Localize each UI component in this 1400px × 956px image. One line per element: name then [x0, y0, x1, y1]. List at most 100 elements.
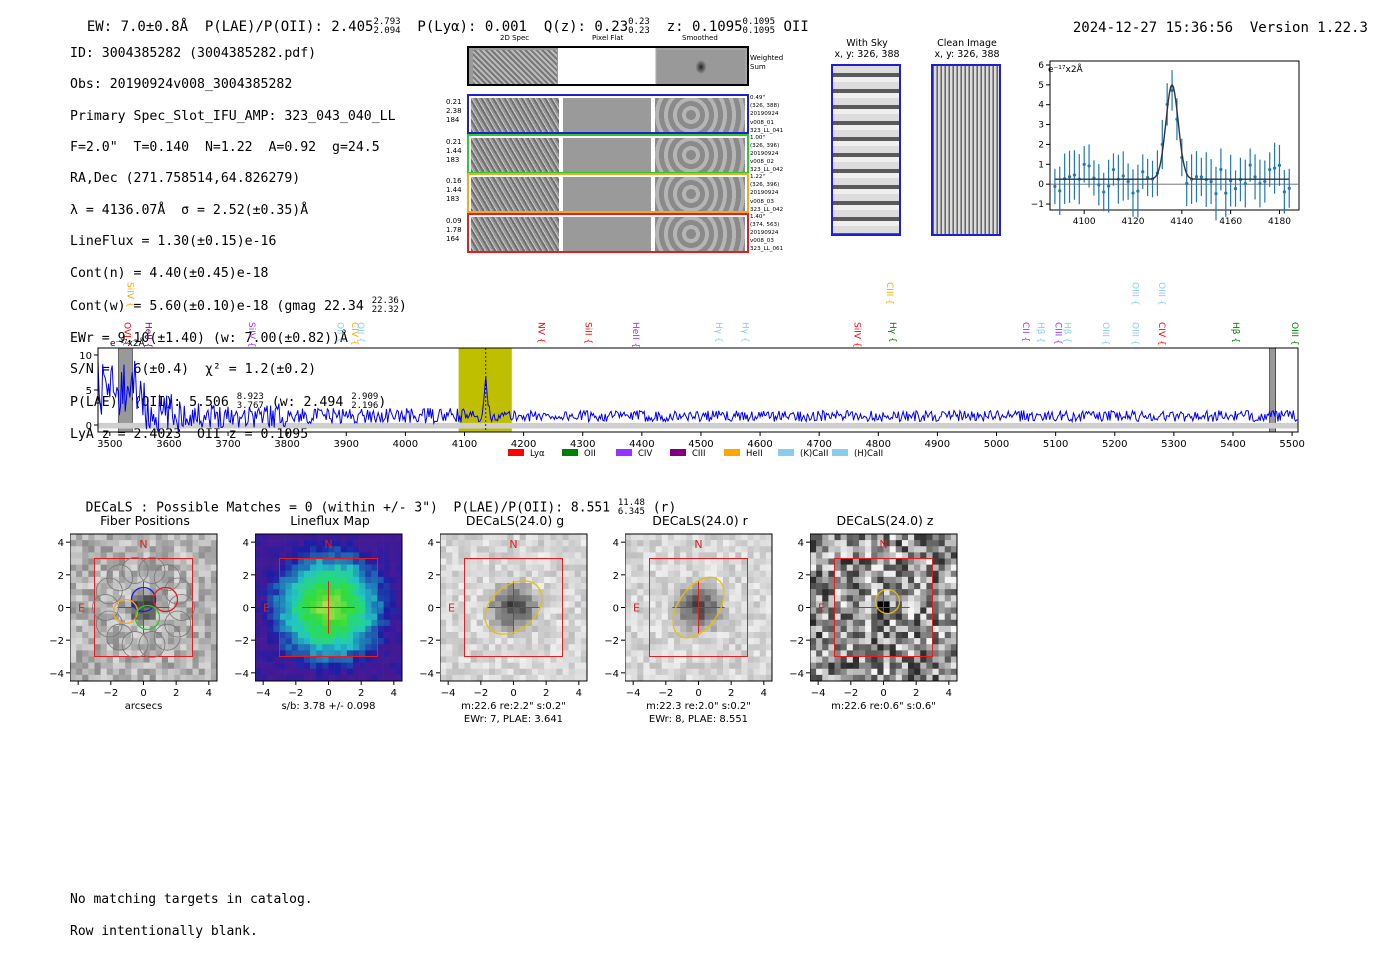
decals-pixel — [261, 576, 268, 584]
decals-pixel — [94, 546, 101, 553]
decals-pixel — [674, 650, 681, 657]
decals-pixel — [531, 662, 539, 670]
decals-pixel — [112, 595, 120, 602]
decals-pixel — [304, 558, 311, 565]
decals-xtick-label: −4 — [626, 688, 641, 699]
decals-pixel — [297, 552, 305, 559]
decals-pixel — [698, 619, 705, 627]
decals-pixel — [765, 540, 773, 547]
decals-pixel — [291, 558, 299, 565]
decals-pixel — [198, 595, 206, 602]
decals-pixel — [840, 674, 848, 682]
decals-pixel — [747, 662, 754, 670]
decals-pixel — [501, 613, 508, 621]
decals-pixel — [920, 668, 927, 676]
decals-pixel — [210, 607, 218, 614]
decals-pixel — [938, 540, 946, 547]
decals-pixel — [834, 656, 841, 663]
decals-pixel — [513, 552, 520, 559]
zoom-ytick-label: 1 — [1038, 160, 1044, 170]
decals-pixel — [389, 638, 397, 645]
decals-pixel — [131, 576, 138, 584]
decals-pixel — [920, 595, 927, 602]
decals-pixel — [741, 674, 748, 682]
decals-pixel — [698, 668, 705, 676]
decals-pixel — [895, 656, 903, 663]
decals-pixel — [371, 619, 378, 627]
decals-pixel — [155, 656, 163, 663]
decals-pixel — [137, 534, 144, 541]
decals-pixel — [131, 644, 138, 651]
decals-pixel — [186, 546, 193, 553]
decals-pixel — [735, 625, 742, 633]
decals-pixel — [112, 619, 120, 627]
decals-pixel — [279, 656, 286, 663]
decals-pixel — [574, 607, 582, 614]
decals-pixel — [637, 662, 644, 670]
decals-xtick-label: 4 — [761, 688, 767, 699]
decals-pixel — [204, 540, 212, 547]
decals-pixel — [932, 632, 939, 639]
decals-pixel — [440, 546, 447, 553]
decals-pixel — [334, 576, 342, 584]
decals-pixel — [88, 668, 95, 676]
decals-pixel — [452, 601, 459, 608]
decals-pixel — [452, 534, 459, 541]
decals-pixel — [316, 576, 323, 584]
decals-pixel — [446, 546, 453, 553]
zoom-data — [1050, 70, 1299, 221]
decals-pixel — [168, 668, 175, 676]
decals-pixel — [932, 656, 939, 663]
decals-pixel — [137, 589, 144, 596]
decals-pixel — [204, 570, 212, 578]
decals-pixel — [353, 656, 360, 663]
decals-pixel — [371, 546, 378, 553]
decals-pixel — [531, 552, 539, 559]
decals-pixel — [901, 662, 909, 670]
decals-pixel — [322, 552, 329, 559]
decals-pixel — [895, 674, 903, 682]
decals-pixel — [816, 632, 823, 639]
zoom-xtick-label: 4120 — [1122, 217, 1145, 227]
decals-pixel — [655, 552, 663, 559]
decals-pixel — [261, 558, 268, 565]
decals-pixel — [155, 546, 163, 553]
decals-pixel — [649, 644, 656, 651]
search-box — [279, 558, 378, 657]
decals-pixel — [76, 552, 83, 559]
cutout-row-left-values: 0.16 1.44 183 — [446, 177, 462, 204]
decals-pixel — [161, 662, 169, 670]
decals-pixel — [710, 644, 718, 651]
decals-pixel — [476, 625, 484, 633]
decals-pixel — [452, 589, 459, 596]
decals-pixel — [192, 552, 199, 559]
decals-ytick-axis: 420−2−4 — [49, 538, 70, 680]
decals-pixel — [446, 674, 453, 682]
decals-pixel — [889, 638, 897, 645]
decals-pixel — [371, 668, 378, 676]
decals-pixel — [741, 619, 748, 627]
decals-pixel — [82, 552, 89, 559]
decals-pixel — [198, 540, 206, 547]
decals-pixel — [291, 564, 299, 572]
decals-pixel — [291, 534, 299, 541]
decals-pixel — [753, 540, 761, 547]
decals-pixel — [759, 650, 767, 657]
decals-pixel — [106, 632, 114, 639]
decals-pixel — [852, 638, 860, 645]
decals-pixel — [810, 650, 817, 657]
decals-pixel — [550, 650, 557, 657]
decals-pixel — [161, 595, 169, 602]
decals-pixel — [680, 638, 687, 645]
decals-xtick-label: −2 — [843, 688, 858, 699]
decals-pixel — [519, 601, 527, 608]
decals-pixel — [810, 589, 817, 596]
decals-pixel — [297, 638, 305, 645]
decals-pixel — [667, 632, 675, 639]
compass-e: E — [78, 602, 85, 615]
decals-pixel — [440, 613, 447, 621]
decals-pixel — [322, 546, 329, 553]
decals-pixel — [877, 650, 884, 657]
decals-pixel — [544, 613, 551, 621]
decals-ytick-axis: 420−2−4 — [789, 538, 810, 680]
